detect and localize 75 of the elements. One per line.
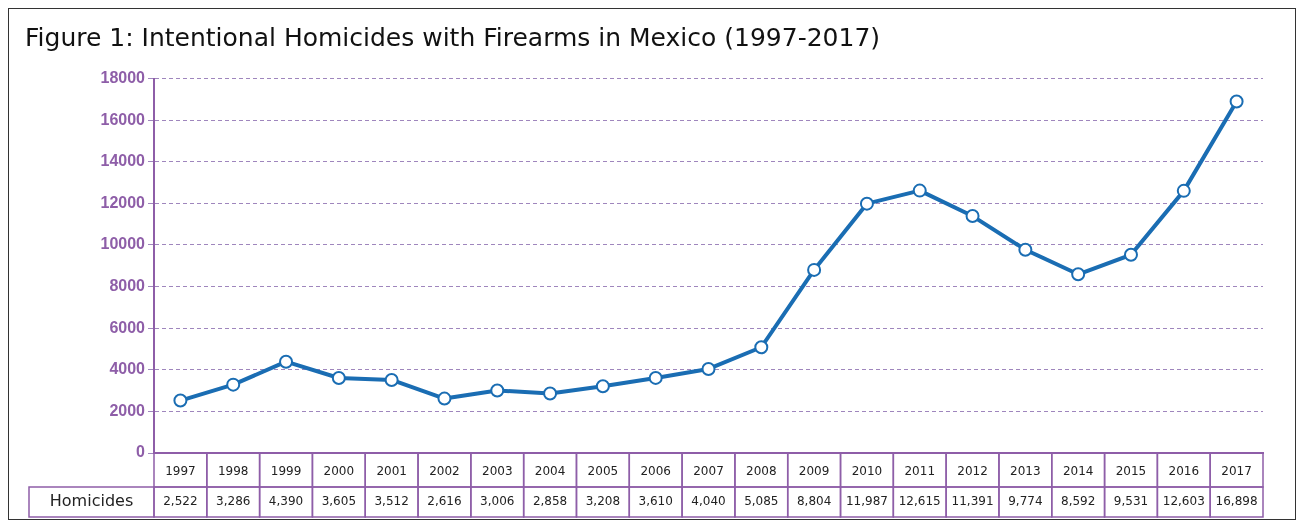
x-tick-label: 1999 — [270, 464, 302, 479]
x-tick-label: 2007 — [693, 464, 724, 479]
point — [754, 340, 769, 355]
data-label: 2,858 — [532, 494, 568, 509]
x-tick-label: 2011 — [904, 464, 936, 479]
text: Homicides — [49, 491, 134, 511]
x-tick-label: 2016 — [1168, 464, 1200, 479]
x-tick-label: 2012 — [957, 464, 988, 479]
point — [859, 196, 874, 211]
data-label: 5,085 — [744, 494, 779, 509]
x-tick-label: 2014 — [1062, 464, 1094, 479]
data-label: 12,615 — [898, 494, 941, 509]
y-tick-label: 14000 — [100, 152, 146, 170]
data-label: 4,040 — [691, 494, 726, 509]
y-tick-label: 16000 — [100, 110, 146, 128]
data-label: 4,390 — [268, 494, 304, 509]
x-tick-label: 2013 — [1010, 464, 1041, 479]
point — [1018, 242, 1033, 257]
x-tick-label: 2003 — [481, 464, 513, 479]
data-label: 2,616 — [427, 494, 462, 509]
point — [384, 372, 399, 387]
data-label: 3,006 — [480, 494, 515, 509]
x-tick-label: 2010 — [851, 464, 883, 479]
x-tick-label: 2001 — [376, 464, 407, 479]
x-tick-label: 2000 — [323, 464, 355, 479]
data-label: 11,987 — [845, 494, 888, 509]
y-tick-label: 2000 — [109, 401, 146, 419]
data-label: 8,804 — [796, 494, 832, 509]
x-tick-label: 2008 — [746, 464, 777, 479]
data-label: 3,605 — [321, 494, 357, 509]
x-tick-label: 2005 — [587, 464, 619, 479]
y-tick-label: 10000 — [100, 235, 146, 253]
point — [173, 393, 188, 408]
data-label: 3,286 — [216, 494, 251, 509]
point — [437, 391, 452, 406]
point — [1071, 267, 1086, 282]
point — [595, 379, 610, 394]
data-label: 11,391 — [951, 494, 994, 509]
point — [279, 354, 294, 369]
x-tick-label: 2002 — [429, 464, 460, 479]
y-tick-label: 18000 — [100, 69, 146, 87]
x-tick-label: 2006 — [640, 464, 671, 479]
data-label: 12,603 — [1162, 494, 1205, 509]
data-label: 3,208 — [585, 494, 621, 509]
data-label: 2,522 — [163, 494, 198, 509]
point — [1123, 247, 1138, 262]
x-tick-label: 1997 — [165, 464, 196, 479]
x-tick-label: 1998 — [217, 464, 249, 479]
data-label: 3,610 — [638, 494, 673, 509]
point — [331, 371, 346, 386]
point — [965, 209, 980, 224]
point — [807, 262, 822, 277]
chart-title: Figure 1: Intentional Homicides with Firearms in Mexico (1997-2017) — [24, 22, 882, 52]
point — [1176, 183, 1191, 198]
point — [648, 370, 663, 385]
x-tick-label: 2004 — [534, 464, 566, 479]
y-tick-label: 0 — [136, 443, 146, 461]
data-label: 9,774 — [1008, 494, 1043, 509]
point — [490, 383, 505, 398]
data-label: 8,592 — [1060, 494, 1096, 509]
y-tick-label: 8000 — [109, 277, 146, 295]
y-tick-label: 12000 — [100, 193, 146, 211]
point — [701, 361, 716, 376]
x-tick-label: 2009 — [798, 464, 830, 479]
y-tick-label: 6000 — [109, 318, 146, 336]
x-tick-label: 2015 — [1115, 464, 1147, 479]
point — [1229, 94, 1244, 109]
point — [912, 183, 927, 198]
data-label: 9,531 — [1113, 494, 1149, 509]
point — [226, 377, 241, 392]
data-label: 3,512 — [374, 494, 409, 509]
x-tick-label: 2017 — [1221, 464, 1252, 479]
y-tick-label: 4000 — [109, 360, 146, 378]
point — [543, 386, 558, 401]
data-label: 16,898 — [1215, 494, 1258, 509]
